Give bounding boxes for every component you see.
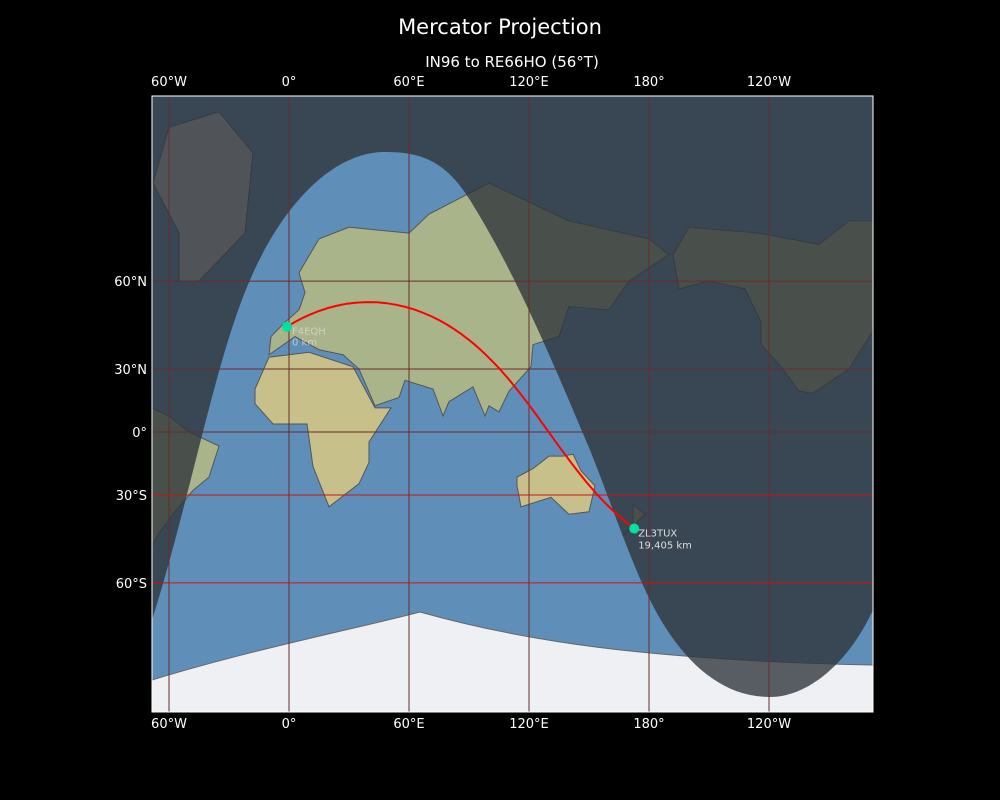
lon-tick-label: 120°W xyxy=(747,75,791,90)
lon-tick-label: 0° xyxy=(282,717,297,732)
start-marker[interactable] xyxy=(282,321,292,332)
lon-tick-label: 120°W xyxy=(747,717,791,732)
lon-tick-label: 60°W xyxy=(151,717,187,732)
night-shade xyxy=(152,96,873,697)
lon-tick-label: 180° xyxy=(633,75,664,90)
start-distance-label: 0 km xyxy=(292,338,317,349)
lat-tick-label: 30°N xyxy=(114,363,147,378)
end-marker[interactable] xyxy=(629,523,640,534)
lon-tick-label: 120°E xyxy=(509,75,549,90)
lon-tick-label: 60°W xyxy=(151,75,187,90)
lat-tick-label: 0° xyxy=(132,426,147,441)
map-frame xyxy=(151,95,874,713)
great-circle-path xyxy=(286,301,635,530)
lat-tick-label: 30°S xyxy=(116,489,147,504)
lon-tick-label: 60°E xyxy=(393,717,424,732)
end-call-label: ZL3TUX xyxy=(638,529,677,540)
figure-title: Mercator Projection xyxy=(398,15,602,39)
map-area[interactable] xyxy=(151,96,873,712)
graticule xyxy=(152,96,873,712)
lat-tick-label: 60°N xyxy=(114,275,147,290)
start-call-label: F4EQH xyxy=(292,327,326,338)
lon-tick-label: 0° xyxy=(282,75,297,90)
lon-tick-label: 60°E xyxy=(393,75,424,90)
map-subtitle: IN96 to RE66HO (56°T) xyxy=(425,53,599,71)
lon-tick-label: 120°E xyxy=(509,717,549,732)
lon-tick-label: 180° xyxy=(633,717,664,732)
axis-ticks: 60°W 60°W 0° 0° 60°E 60°E 120°E 120°E 180° 180° 12… xyxy=(114,75,791,732)
lat-tick-label: 60°S xyxy=(116,577,147,592)
end-distance-label: 19,405 km xyxy=(638,541,692,552)
